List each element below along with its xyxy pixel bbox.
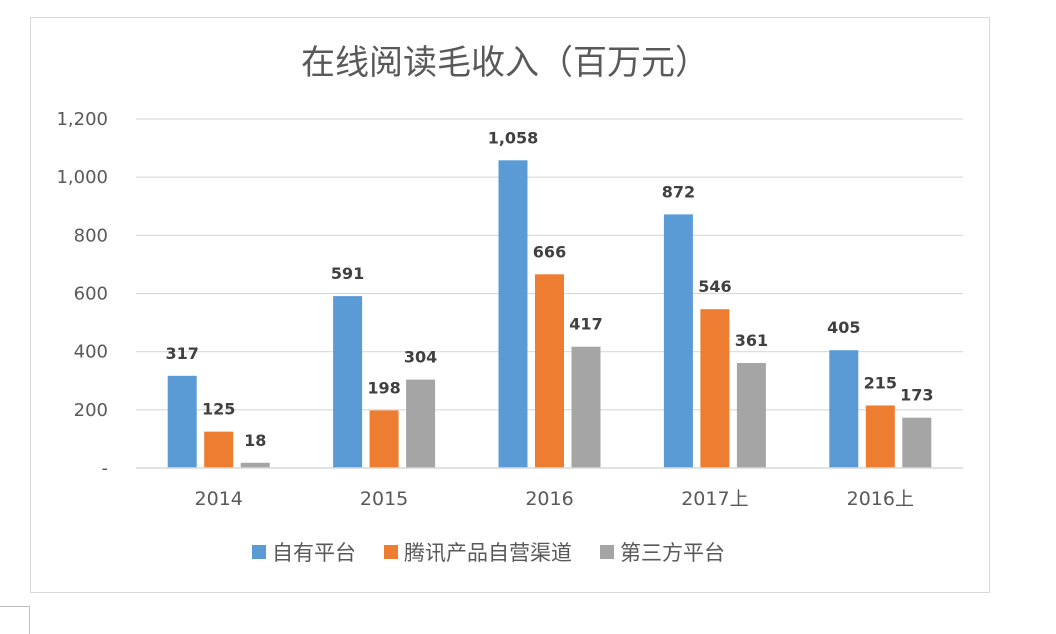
data-label: 361	[735, 331, 768, 350]
bar	[700, 309, 730, 468]
y-tick-label: 200	[74, 400, 108, 421]
data-label: 215	[864, 373, 897, 392]
data-label: 173	[900, 386, 933, 405]
bar	[369, 410, 399, 468]
data-label: 304	[404, 348, 437, 367]
data-label: 666	[533, 242, 566, 261]
x-tick-label: 2017上	[681, 488, 748, 510]
data-label: 1,058	[488, 128, 539, 147]
y-tick-label: 1,200	[56, 109, 108, 130]
bar	[204, 431, 234, 468]
y-tick-label: 800	[74, 225, 108, 246]
data-label: 591	[331, 264, 364, 283]
data-label: 317	[165, 344, 198, 363]
legend-label: 腾讯产品自营渠道	[404, 541, 572, 565]
y-tick-label: 1,000	[56, 167, 108, 188]
bar	[535, 274, 564, 468]
bar-layer	[167, 160, 932, 468]
bar	[333, 296, 363, 468]
bar	[865, 405, 895, 468]
data-label: 417	[569, 315, 602, 334]
data-label: 405	[827, 318, 860, 337]
y-tick-label: 400	[74, 342, 108, 363]
legend-swatch	[252, 545, 266, 559]
data-label: 546	[698, 277, 731, 296]
legend-label: 自有平台	[272, 541, 356, 565]
bar	[902, 417, 932, 468]
legend-swatch	[600, 545, 614, 559]
x-tick-label: 2016上	[847, 488, 914, 510]
legend-label: 第三方平台	[620, 541, 725, 565]
legend-swatch	[384, 545, 398, 559]
axis-layer: - 200 400 600 800 1,000 1,200 2014 2015 2016 2017上…	[56, 109, 963, 510]
bar	[167, 375, 197, 468]
bar	[571, 346, 601, 468]
x-tick-label: 2016	[525, 488, 573, 510]
bar	[663, 214, 693, 468]
y-tick-label: -	[102, 458, 109, 479]
y-tick-label: 600	[74, 284, 108, 305]
bar	[829, 350, 859, 468]
bar	[406, 379, 436, 468]
x-tick-label: 2015	[360, 488, 408, 510]
legend: 自有平台 腾讯产品自营渠道 第三方平台	[252, 541, 725, 565]
chart-title: 在线阅读毛收入（百万元）	[301, 43, 709, 83]
x-tick-label: 2014	[195, 488, 243, 510]
bar	[736, 363, 766, 468]
data-label: 125	[202, 400, 235, 419]
data-label: 18	[244, 431, 266, 450]
spreadsheet-cell-corner	[0, 606, 30, 634]
data-label: 198	[367, 378, 400, 397]
bar	[498, 160, 528, 468]
bar	[240, 462, 270, 468]
data-label: 872	[662, 182, 695, 201]
